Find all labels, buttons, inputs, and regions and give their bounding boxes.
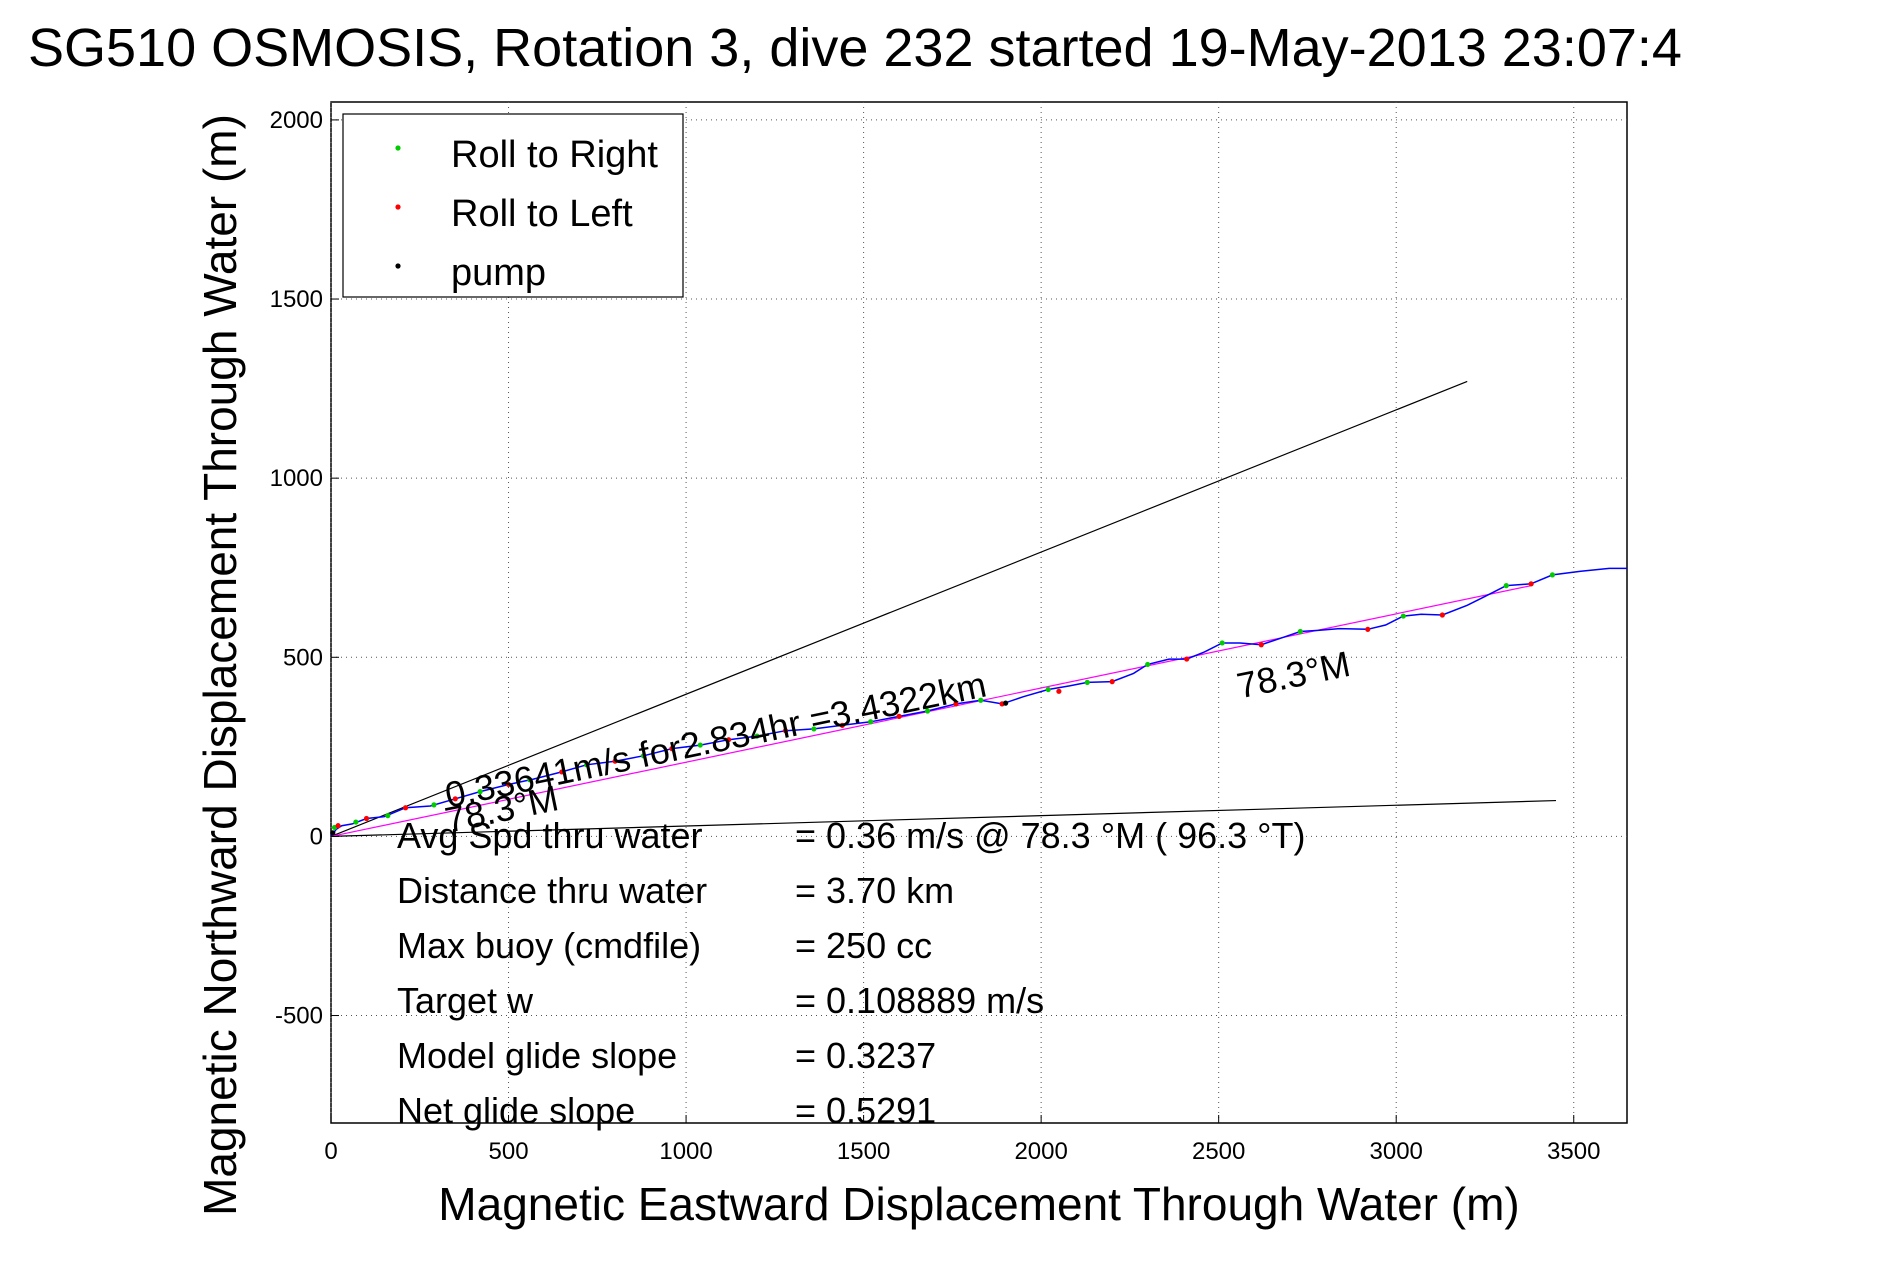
roll-right-point: [584, 762, 590, 768]
roll-left-point: [1056, 688, 1062, 694]
roll-right-point: [1549, 572, 1556, 578]
roll-left-point: [839, 722, 845, 728]
y-tick-label: 500: [283, 644, 323, 671]
stat-label: Distance thru water: [397, 870, 707, 911]
legend-label: Roll to Right: [451, 134, 658, 176]
stat-value: = 0.36 m/s @ 78.3 °M ( 96.3 °T): [795, 815, 1306, 856]
y-tick-label: 2000: [270, 107, 323, 134]
pump-point: [330, 830, 336, 836]
legend-marker: [395, 263, 401, 269]
x-tick-label: 500: [489, 1138, 529, 1165]
roll-left-point: [896, 713, 902, 719]
roll-left-point: [1439, 612, 1445, 618]
roll-left-point: [559, 769, 565, 775]
roll-left-point: [726, 737, 732, 743]
stat-label: Target w: [397, 980, 534, 1021]
roll-right-point: [385, 813, 391, 819]
roll-left-point: [669, 746, 675, 752]
y-tick-label: 1000: [270, 465, 323, 492]
stat-value: = 250 cc: [795, 925, 932, 966]
roll-right-point: [811, 726, 817, 732]
roll-right-point: [431, 802, 437, 808]
y-tick-label: -500: [275, 1003, 323, 1030]
roll-right-point: [1084, 679, 1090, 685]
track-line: [330, 567, 1627, 837]
heading-line: [330, 799, 1557, 838]
roll-right-point: [924, 708, 931, 714]
roll-right-point: [697, 742, 703, 748]
x-axis-label: Magnetic Eastward Displacement Through W…: [438, 1178, 1519, 1230]
roll-left-point: [782, 728, 789, 734]
x-tick-label: 1500: [837, 1138, 890, 1165]
roll-right-point: [527, 777, 533, 783]
roll-right-point: [353, 819, 359, 825]
roll-left-point: [402, 805, 409, 811]
roll-right-point: [1400, 613, 1406, 619]
legend-marker: [395, 145, 401, 151]
y-tick-label: 1500: [270, 286, 323, 313]
annotation-text: 78.3°M: [1233, 643, 1353, 706]
x-tick-label: 2000: [1014, 1138, 1067, 1165]
roll-left-point: [1528, 581, 1534, 587]
legend: Roll to Right Roll to Left pump: [342, 113, 684, 298]
stat-label: Model glide slope: [397, 1035, 677, 1076]
marker-series: [330, 572, 1556, 836]
roll-left-point: [1109, 679, 1115, 685]
stat-value: = 0.108889 m/s: [795, 980, 1044, 1021]
x-tick-label: 2500: [1192, 1138, 1245, 1165]
pump-point: [1003, 700, 1009, 706]
roll-left-point: [335, 823, 341, 829]
stats-block: Avg Spd thru water = 0.36 m/s @ 78.3 °M (…: [397, 815, 1306, 1131]
stat-value: = 0.3237: [795, 1035, 936, 1076]
roll-left-point: [953, 701, 959, 707]
roll-right-point: [1219, 640, 1225, 646]
roll-right-point: [978, 697, 984, 703]
heading-line: [330, 380, 1468, 837]
roll-right-point: [1297, 628, 1303, 635]
legend-label: pump: [451, 252, 546, 294]
x-tick-label: 3500: [1547, 1138, 1600, 1165]
roll-left-point: [612, 758, 618, 764]
roll-left-point: [452, 796, 458, 802]
roll-left-point: [505, 781, 512, 788]
legend-label: Roll to Left: [451, 193, 633, 235]
roll-right-point: [477, 789, 483, 795]
roll-right-point: [754, 733, 760, 739]
roll-left-point: [363, 815, 370, 822]
axis-ticks: 0 500 1000 1500 2000 2500 3000 3500 -500 0 500 1000…: [270, 107, 1601, 1165]
x-tick-label: 1000: [659, 1138, 712, 1165]
y-tick-label: 0: [310, 823, 323, 850]
stat-label: Max buoy (cmdfile): [397, 925, 701, 966]
x-tick-label: 0: [324, 1138, 337, 1165]
legend-marker: [395, 204, 401, 210]
x-tick-label: 3000: [1370, 1138, 1423, 1165]
stat-value: = 0.5291: [795, 1090, 936, 1131]
chart-title: SG510 OSMOSIS, Rotation 3, dive 232 star…: [28, 18, 1682, 78]
roll-right-point: [640, 753, 647, 759]
roll-left-point: [1365, 626, 1371, 632]
heading-lines: [330, 380, 1557, 838]
roll-left-point: [1184, 656, 1190, 662]
roll-left-point: [1258, 642, 1264, 648]
roll-right-point: [1045, 686, 1051, 693]
track-series: [330, 567, 1627, 837]
roll-right-point: [868, 719, 874, 725]
roll-right-point: [1145, 661, 1151, 668]
stat-value: = 3.70 km: [795, 870, 954, 911]
stat-label: Net glide slope: [397, 1090, 635, 1131]
roll-right-point: [1503, 583, 1509, 589]
heading-line: [330, 585, 1532, 837]
y-axis-label: Magnetic Northward Displacement Through …: [194, 114, 246, 1216]
stat-label: Avg Spd thru water: [397, 815, 703, 856]
